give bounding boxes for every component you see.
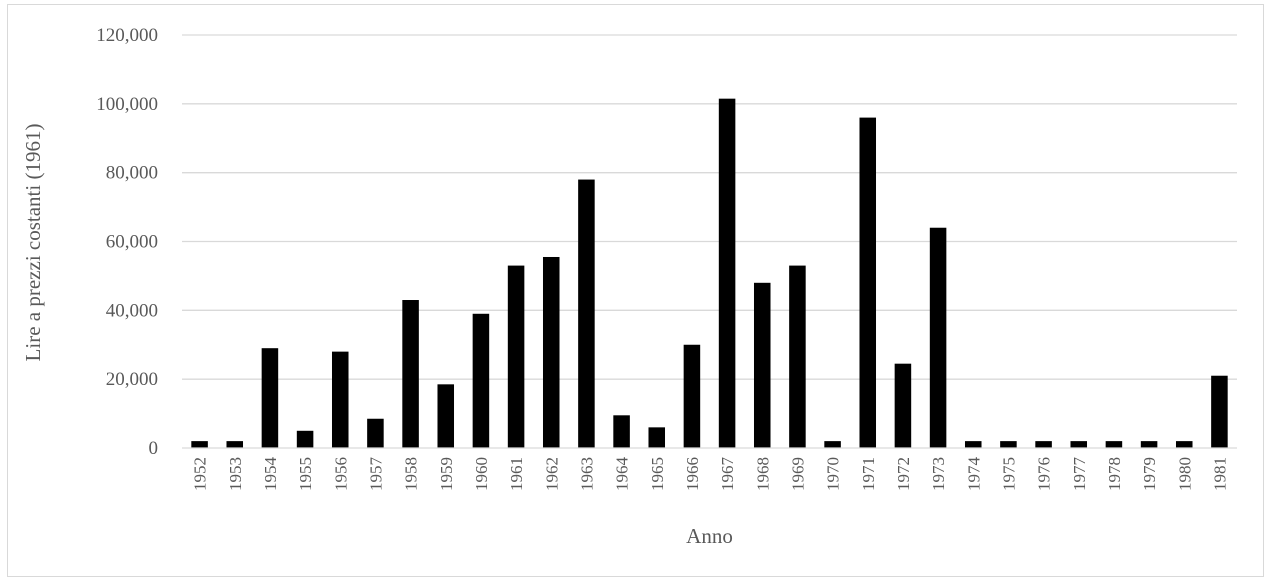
- x-tick-label: 1964: [613, 457, 632, 492]
- x-tick-label: 1967: [718, 457, 737, 492]
- x-tick-label: 1972: [894, 457, 913, 491]
- x-tick-label: 1956: [331, 457, 350, 491]
- bar-1957: [367, 419, 384, 448]
- bar-1956: [332, 352, 349, 448]
- bar-1976: [1035, 441, 1052, 448]
- bar-1969: [789, 266, 806, 448]
- x-tick-label: 1959: [437, 457, 456, 491]
- x-tick-label: 1970: [824, 457, 843, 491]
- bar-1977: [1070, 441, 1087, 448]
- bar-1966: [684, 345, 701, 448]
- bar-1970: [824, 441, 841, 448]
- x-tick-label: 1971: [859, 457, 878, 491]
- y-tick-label: 100,000: [96, 94, 158, 115]
- y-tick-label: 60,000: [106, 232, 158, 253]
- x-tick-label: 1980: [1175, 457, 1194, 491]
- y-tick-label: 40,000: [106, 300, 158, 321]
- x-tick-label: 1975: [999, 457, 1018, 491]
- x-tick-label: 1968: [753, 457, 772, 491]
- bar-1954: [262, 348, 279, 448]
- x-tick-label: 1962: [542, 457, 561, 491]
- bar-1960: [473, 314, 490, 448]
- bar-1958: [402, 300, 419, 448]
- x-tick-label: 1965: [648, 457, 667, 491]
- bar-1968: [754, 283, 771, 448]
- x-tick-label: 1978: [1105, 457, 1124, 491]
- x-tick-label: 1952: [191, 457, 210, 491]
- bar-1974: [965, 441, 982, 448]
- x-tick-label: 1953: [226, 457, 245, 491]
- bar-1972: [895, 364, 912, 448]
- x-tick-label: 1981: [1210, 457, 1229, 491]
- bar-1979: [1141, 441, 1158, 448]
- bars: [191, 99, 1227, 448]
- y-tick-label: 80,000: [106, 163, 158, 184]
- x-tick-label: 1966: [683, 457, 702, 491]
- y-axis-title: Lire a prezzi costanti (1961): [21, 124, 45, 362]
- x-tick-label: 1955: [296, 457, 315, 491]
- y-tick-labels: 0 20,000 40,000 60,000 80,000 100,000 120,000: [96, 25, 158, 459]
- bar-1953: [226, 441, 243, 448]
- bar-1952: [191, 441, 208, 448]
- x-tick-label: 1974: [964, 457, 983, 492]
- bar-1955: [297, 431, 314, 448]
- x-tick-label: 1977: [1070, 457, 1089, 492]
- x-axis-title: Anno: [686, 524, 733, 548]
- x-tick-label: 1961: [507, 457, 526, 491]
- bar-1962: [543, 257, 560, 448]
- y-tick-label: 20,000: [106, 369, 158, 390]
- x-tick-label: 1963: [577, 457, 596, 491]
- x-tick-labels: 1952 1953 1954 1955 1956 1957 1958 1959 1960 1961…: [191, 457, 1230, 492]
- bar-1967: [719, 99, 736, 448]
- gridlines: [182, 35, 1237, 379]
- y-tick-label: 120,000: [96, 25, 158, 46]
- x-tick-label: 1957: [366, 457, 385, 492]
- x-tick-label: 1979: [1140, 457, 1159, 491]
- bar-1963: [578, 180, 595, 448]
- x-tick-label: 1954: [261, 457, 280, 492]
- bar-1965: [648, 427, 665, 448]
- bar-1980: [1176, 441, 1193, 448]
- bar-1973: [930, 228, 947, 448]
- bar-1959: [437, 384, 454, 448]
- bar-1981: [1211, 376, 1228, 448]
- y-tick-label: 0: [149, 438, 159, 459]
- bar-1975: [1000, 441, 1017, 448]
- bar-1978: [1106, 441, 1123, 448]
- x-tick-label: 1973: [929, 457, 948, 491]
- bar-1971: [859, 118, 876, 448]
- bar-1961: [508, 266, 525, 448]
- x-tick-label: 1960: [472, 457, 491, 491]
- x-tick-label: 1969: [788, 457, 807, 491]
- x-tick-label: 1976: [1035, 457, 1054, 491]
- x-tick-label: 1958: [402, 457, 421, 491]
- bar-1964: [613, 415, 630, 448]
